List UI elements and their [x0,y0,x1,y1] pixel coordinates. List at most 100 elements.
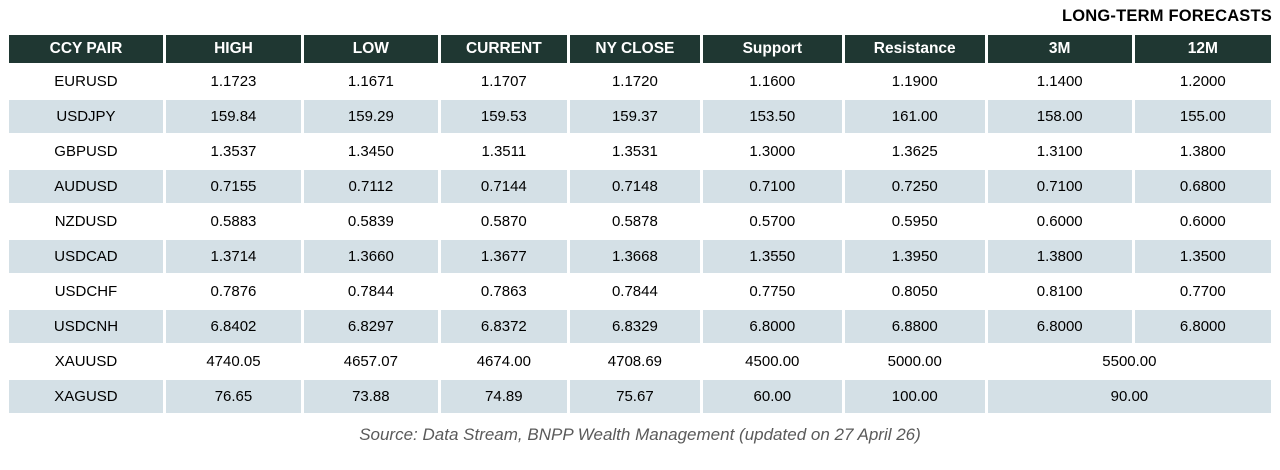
value-cell: 0.6800 [1134,170,1271,203]
column-header-current: CURRENT [440,35,567,63]
ccy-pair-cell: AUDUSD [9,170,163,203]
value-cell: 1.1600 [702,65,842,98]
value-cell: 1.1671 [303,65,438,98]
value-cell: 76.65 [165,380,301,413]
ccy-pair-cell: USDCHF [9,275,163,308]
value-cell: 1.1707 [440,65,567,98]
table-row: GBPUSD 1.3537 1.3450 1.3511 1.3531 1.3000 1.36… [9,135,1271,168]
value-cell: 6.8402 [165,310,301,343]
ccy-pair-cell: XAGUSD [9,380,163,413]
column-header-resistance: Resistance [844,35,985,63]
column-header-3m: 3M [987,35,1132,63]
column-header-ny-close: NY CLOSE [569,35,700,63]
value-cell: 0.7155 [165,170,301,203]
value-cell: 1.1720 [569,65,700,98]
value-cell: 90.00 [987,380,1271,413]
value-cell: 1.3450 [303,135,438,168]
column-header-support: Support [702,35,842,63]
value-cell: 1.3677 [440,240,567,273]
column-header-low: LOW [303,35,438,63]
value-cell: 0.7148 [569,170,700,203]
value-cell: 0.8100 [987,275,1132,308]
value-cell: 1.3800 [987,240,1132,273]
value-cell: 75.67 [569,380,700,413]
value-cell: 1.2000 [1134,65,1271,98]
value-cell: 159.29 [303,100,438,133]
value-cell: 159.84 [165,100,301,133]
table-row: AUDUSD 0.7155 0.7112 0.7144 0.7148 0.7100 0.72… [9,170,1271,203]
value-cell: 6.8800 [844,310,985,343]
value-cell: 4740.05 [165,345,301,378]
table-row: EURUSD 1.1723 1.1671 1.1707 1.1720 1.1600 1.19… [9,65,1271,98]
value-cell: 1.3537 [165,135,301,168]
value-cell: 1.3531 [569,135,700,168]
table-body: EURUSD 1.1723 1.1671 1.1707 1.1720 1.1600 1.19… [9,65,1271,413]
value-cell: 73.88 [303,380,438,413]
ccy-pair-cell: XAUUSD [9,345,163,378]
value-cell: 1.1723 [165,65,301,98]
value-cell: 161.00 [844,100,985,133]
value-cell: 100.00 [844,380,985,413]
column-header-ccy-pair: CCY PAIR [9,35,163,63]
ccy-pair-cell: USDCAD [9,240,163,273]
table-row: USDCHF 0.7876 0.7844 0.7863 0.7844 0.7750 0.80… [9,275,1271,308]
value-cell: 6.8372 [440,310,567,343]
value-cell: 155.00 [1134,100,1271,133]
value-cell: 6.8000 [702,310,842,343]
table-row: XAGUSD 76.65 73.88 74.89 75.67 60.00 100.00 90.… [9,380,1271,413]
value-cell: 0.5950 [844,205,985,238]
value-cell: 6.8297 [303,310,438,343]
value-cell: 0.5839 [303,205,438,238]
value-cell: 159.37 [569,100,700,133]
value-cell: 0.5700 [702,205,842,238]
value-cell: 4657.07 [303,345,438,378]
value-cell: 0.7844 [569,275,700,308]
value-cell: 6.8000 [987,310,1132,343]
ccy-pair-cell: NZDUSD [9,205,163,238]
value-cell: 60.00 [702,380,842,413]
ccy-pair-cell: GBPUSD [9,135,163,168]
value-cell: 6.8000 [1134,310,1271,343]
value-cell: 0.5870 [440,205,567,238]
value-cell: 1.3511 [440,135,567,168]
ccy-pair-cell: USDJPY [9,100,163,133]
value-cell: 1.1900 [844,65,985,98]
value-cell: 0.7876 [165,275,301,308]
value-cell: 1.3550 [702,240,842,273]
value-cell: 0.7144 [440,170,567,203]
table-row: USDCAD 1.3714 1.3660 1.3677 1.3668 1.3550 1.39… [9,240,1271,273]
value-cell: 0.5878 [569,205,700,238]
value-cell: 1.3625 [844,135,985,168]
header-row: CCY PAIR HIGH LOW CURRENT NY CLOSE Support Res… [9,35,1271,63]
value-cell: 1.3800 [1134,135,1271,168]
value-cell: 159.53 [440,100,567,133]
ccy-pair-cell: EURUSD [9,65,163,98]
value-cell: 158.00 [987,100,1132,133]
long-term-forecasts-title: LONG-TERM FORECASTS [1061,7,1272,25]
table-row: USDCNH 6.8402 6.8297 6.8372 6.8329 6.8000 6.88… [9,310,1271,343]
value-cell: 0.7750 [702,275,842,308]
value-cell: 153.50 [702,100,842,133]
value-cell: 0.7112 [303,170,438,203]
column-header-12m: 12M [1134,35,1271,63]
value-cell: 0.7100 [702,170,842,203]
value-cell: 0.5883 [165,205,301,238]
fx-forecast-table: CCY PAIR HIGH LOW CURRENT NY CLOSE Support Res… [6,33,1274,415]
source-note: Source: Data Stream, BNPP Wealth Managem… [359,425,921,444]
ccy-pair-cell: USDCNH [9,310,163,343]
table-row: USDJPY 159.84 159.29 159.53 159.37 153.50 161.… [9,100,1271,133]
value-cell: 5000.00 [844,345,985,378]
value-cell: 0.8050 [844,275,985,308]
value-cell: 1.3100 [987,135,1132,168]
value-cell: 0.7700 [1134,275,1271,308]
value-cell: 0.7100 [987,170,1132,203]
value-cell: 1.3950 [844,240,985,273]
table-row: XAUUSD 4740.05 4657.07 4674.00 4708.69 4500.0… [9,345,1271,378]
value-cell: 1.3660 [303,240,438,273]
value-cell: 0.6000 [1134,205,1271,238]
value-cell: 1.3668 [569,240,700,273]
value-cell: 4674.00 [440,345,567,378]
value-cell: 4708.69 [569,345,700,378]
value-cell: 5500.00 [987,345,1271,378]
